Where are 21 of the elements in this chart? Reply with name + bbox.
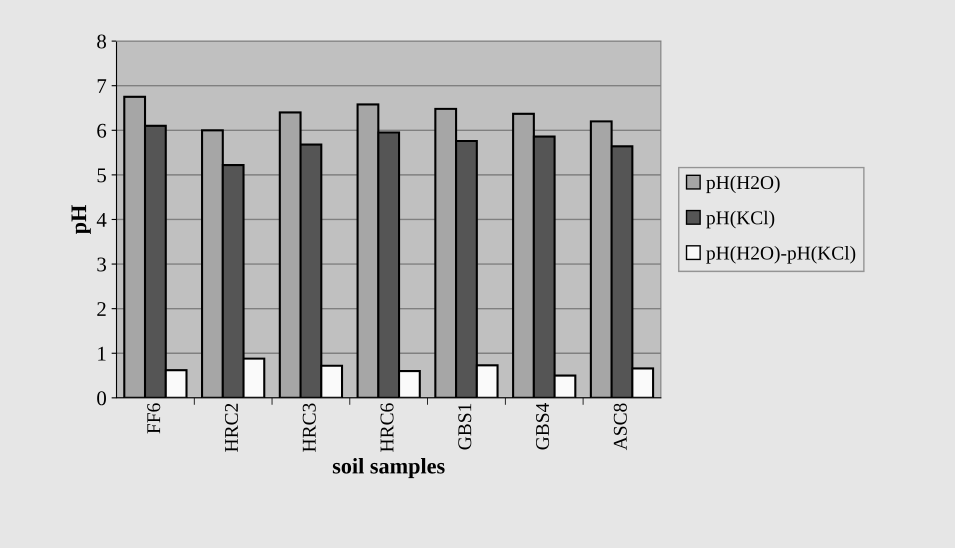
legend-label: pH(KCl) <box>706 210 774 228</box>
y-axis-title: pH <box>72 205 91 234</box>
y-tick-label: 2 <box>97 302 106 316</box>
x-tick-label: FF6 <box>147 403 160 434</box>
y-tick-label: 3 <box>97 258 106 272</box>
x-tick-label: HRC2 <box>224 404 238 452</box>
legend-label: pH(H2O)-pH(KCl) <box>706 246 856 264</box>
y-tick-label: 5 <box>98 168 106 182</box>
x-tick-label: GBS4 <box>536 403 550 450</box>
y-tick-label: 1 <box>98 346 106 360</box>
y-tick-label: 7 <box>98 79 106 93</box>
y-tick-label: 8 <box>97 34 106 49</box>
y-tick-label: 0 <box>97 391 106 406</box>
x-tick-label: ASC8 <box>614 403 627 450</box>
x-tick-label: HRC6 <box>380 403 394 452</box>
x-axis-title: soil samples <box>332 458 445 478</box>
y-tick-label: 4 <box>96 212 106 227</box>
y-tick-label: 6 <box>97 124 106 138</box>
legend-label: pH(H2O) <box>706 175 780 194</box>
x-tick-label: HRC3 <box>302 403 316 452</box>
x-tick-label: GBS1 <box>458 404 472 450</box>
